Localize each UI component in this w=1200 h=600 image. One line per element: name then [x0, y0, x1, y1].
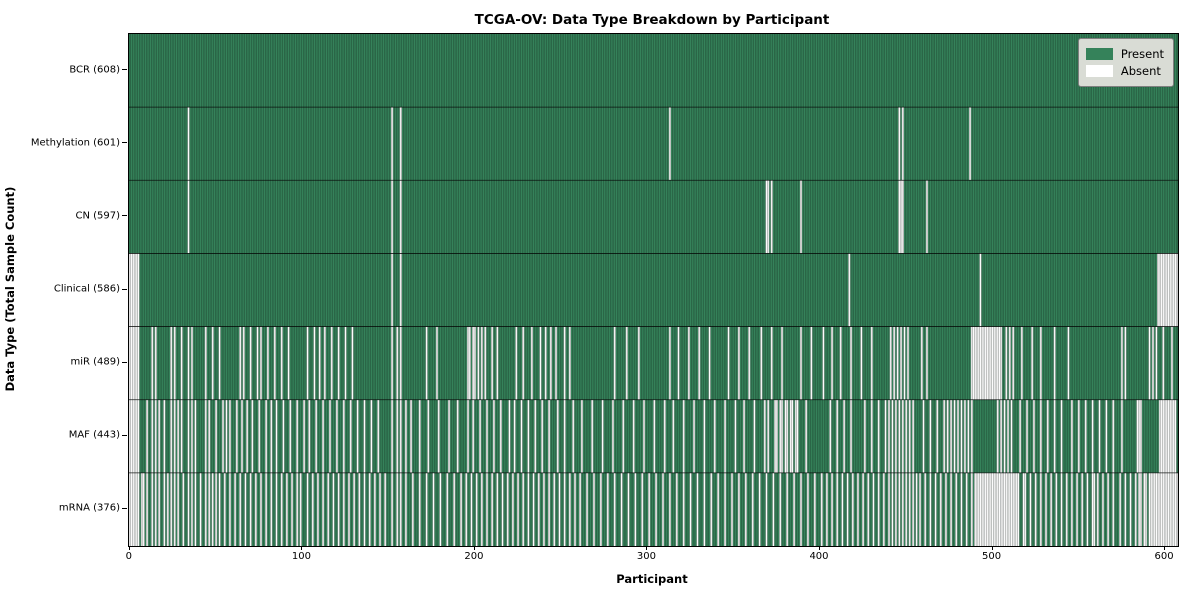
- y-tick-mark: [122, 288, 127, 290]
- y-tick-label-mRNA: mRNA (376): [58, 502, 120, 514]
- y-tick-mark: [122, 507, 127, 509]
- y-tick-mark: [122, 69, 127, 71]
- y-tick-mark: [122, 142, 127, 144]
- x-axis-label: Participant: [616, 572, 688, 586]
- x-tick-mark: [646, 546, 648, 550]
- x-tick-label: 100: [291, 551, 311, 562]
- x-tick-mark: [301, 546, 303, 550]
- y-tick-label-CN: CN (597): [75, 210, 120, 222]
- x-tick-label: 0: [125, 551, 133, 562]
- x-tick-label: 300: [636, 551, 656, 562]
- chart-title: TCGA-OV: Data Type Breakdown by Particip…: [474, 12, 830, 28]
- absent-swatch: [1085, 65, 1113, 77]
- y-tick-label-MAF: MAF (443): [68, 429, 120, 441]
- heatmap-canvas: [129, 34, 1178, 546]
- y-tick-mark: [122, 361, 127, 363]
- legend-row-present: Present: [1085, 47, 1164, 61]
- x-tick-mark: [473, 546, 475, 550]
- y-tick-label-Clinical: Clinical (586): [53, 283, 120, 295]
- x-tick-mark: [128, 546, 130, 550]
- y-axis-label: Data Type (Total Sample Count): [3, 186, 17, 392]
- present-swatch: [1085, 48, 1113, 60]
- y-tick-mark: [122, 215, 127, 217]
- x-tick-label: 600: [1154, 551, 1174, 562]
- y-tick-label-miR: miR (489): [70, 356, 120, 368]
- x-tick-mark: [818, 546, 820, 550]
- x-tick-label: 400: [809, 551, 829, 562]
- x-tick-label: 500: [981, 551, 1002, 562]
- x-tick-mark: [1164, 546, 1166, 550]
- x-tick-label: 200: [464, 551, 484, 562]
- legend-row-absent: Absent: [1085, 64, 1164, 78]
- y-tick-mark: [122, 434, 127, 436]
- y-tick-label-BCR: BCR (608): [69, 64, 120, 76]
- plot-area: [128, 33, 1179, 547]
- legend-label-present: Present: [1120, 47, 1164, 61]
- y-tick-label-Methylation: Methylation (601): [30, 137, 120, 149]
- x-tick-mark: [991, 546, 993, 550]
- legend: Present Absent: [1077, 38, 1174, 87]
- legend-label-absent: Absent: [1120, 64, 1161, 78]
